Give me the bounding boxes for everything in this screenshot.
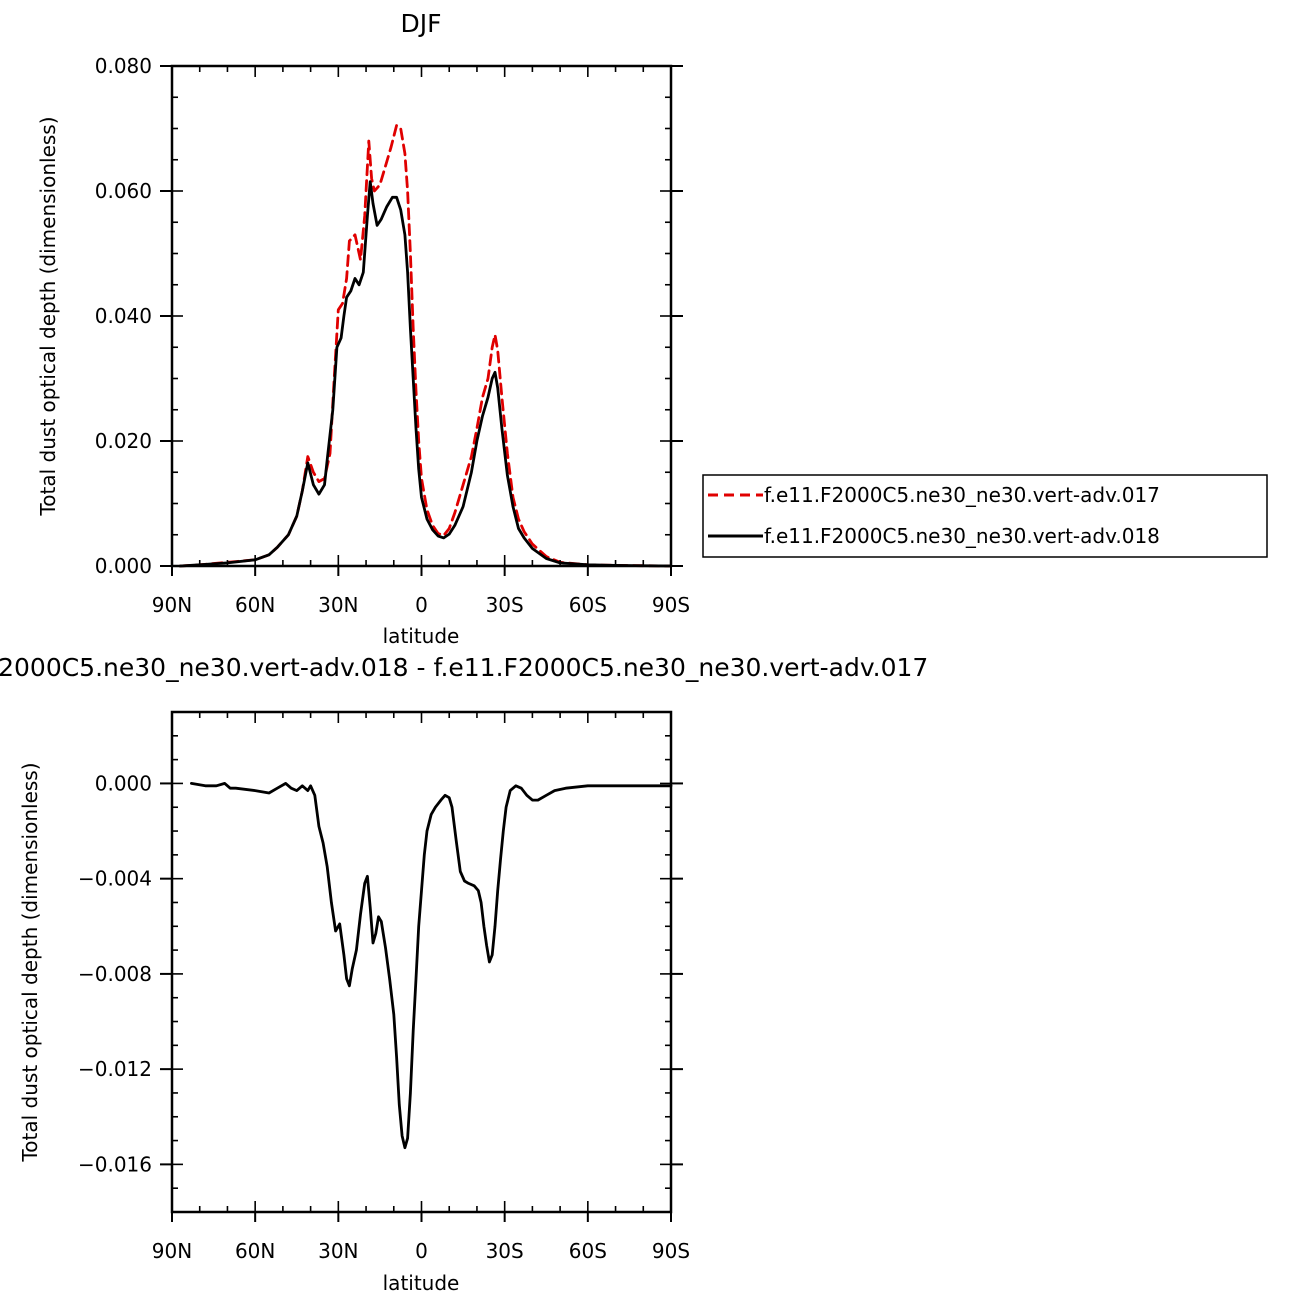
top-y-tick-label: 0.080 xyxy=(95,54,152,78)
top-y-axis-title: Total dust optical depth (dimensionless) xyxy=(36,116,60,516)
legend-box xyxy=(702,474,1268,558)
top-y-tick-label: 0.020 xyxy=(95,429,152,453)
top-x-tick-label: 90S xyxy=(652,593,690,617)
bottom-ticks-layer: 90N 60N 30N 0 30S 60S 90S 0.000 −0.004 −0.008 −0.0… xyxy=(78,711,690,1263)
top-y-tick-label: 0.060 xyxy=(95,179,152,203)
top-x-tick-label: 60S xyxy=(569,593,607,617)
bottom-chart-panel: f.e11.F2000C5.ne30_ne30.vert-adv.018 - f… xyxy=(0,653,928,1295)
top-chart-title: DJF xyxy=(400,9,441,38)
top-legend: f.e11.F2000C5.ne30_ne30.vert-adv.017 f.e… xyxy=(702,474,1268,558)
bottom-x-tick-label: 30S xyxy=(486,1239,524,1263)
bottom-x-axis-title: latitude xyxy=(383,1271,460,1295)
bottom-x-tick-label: 90S xyxy=(652,1239,690,1263)
top-x-tick-label: 30N xyxy=(318,593,358,617)
bottom-y-axis-title: Total dust optical depth (dimensionless) xyxy=(18,762,42,1162)
bottom-series-layer xyxy=(190,782,673,1150)
bottom-y-tick-label: −0.016 xyxy=(78,1152,152,1176)
top-series-line-0 xyxy=(178,124,673,568)
bottom-y-tick-label: −0.004 xyxy=(78,867,152,891)
bottom-x-tick-label: 90N xyxy=(152,1239,192,1263)
top-x-tick-label: 90N xyxy=(152,593,192,617)
bottom-y-tick-label: 0.000 xyxy=(95,771,152,795)
top-x-axis-title: latitude xyxy=(383,624,460,648)
bottom-x-tick-label: 60N xyxy=(235,1239,275,1263)
top-chart-panel: DJF 90N 60N 30N 0 30S 60S 90S 0.000 0.020 0.040 0.… xyxy=(36,9,1268,648)
bottom-x-tick-label: 30N xyxy=(318,1239,358,1263)
bottom-x-tick-label: 60S xyxy=(569,1239,607,1263)
top-x-tick-label: 0 xyxy=(415,593,428,617)
bottom-series-line-0 xyxy=(190,782,673,1150)
legend-label-017: f.e11.F2000C5.ne30_ne30.vert-adv.017 xyxy=(764,483,1160,507)
top-series-line-1 xyxy=(178,180,673,568)
top-x-tick-label: 60N xyxy=(235,593,275,617)
legend-label-018: f.e11.F2000C5.ne30_ne30.vert-adv.018 xyxy=(764,524,1160,548)
bottom-chart-title: f.e11.F2000C5.ne30_ne30.vert-adv.018 - f… xyxy=(0,653,928,682)
top-y-tick-label: 0.000 xyxy=(95,554,152,578)
top-y-tick-label: 0.040 xyxy=(95,304,152,328)
top-series-layer xyxy=(178,124,673,568)
top-ticks-layer: 90N 60N 30N 0 30S 60S 90S 0.000 0.020 0.040 0.060 0… xyxy=(95,54,690,617)
top-x-tick-label: 30S xyxy=(486,593,524,617)
bottom-y-tick-label: −0.012 xyxy=(78,1057,152,1081)
bottom-x-tick-label: 0 xyxy=(415,1239,428,1263)
bottom-y-tick-label: −0.008 xyxy=(78,962,152,986)
